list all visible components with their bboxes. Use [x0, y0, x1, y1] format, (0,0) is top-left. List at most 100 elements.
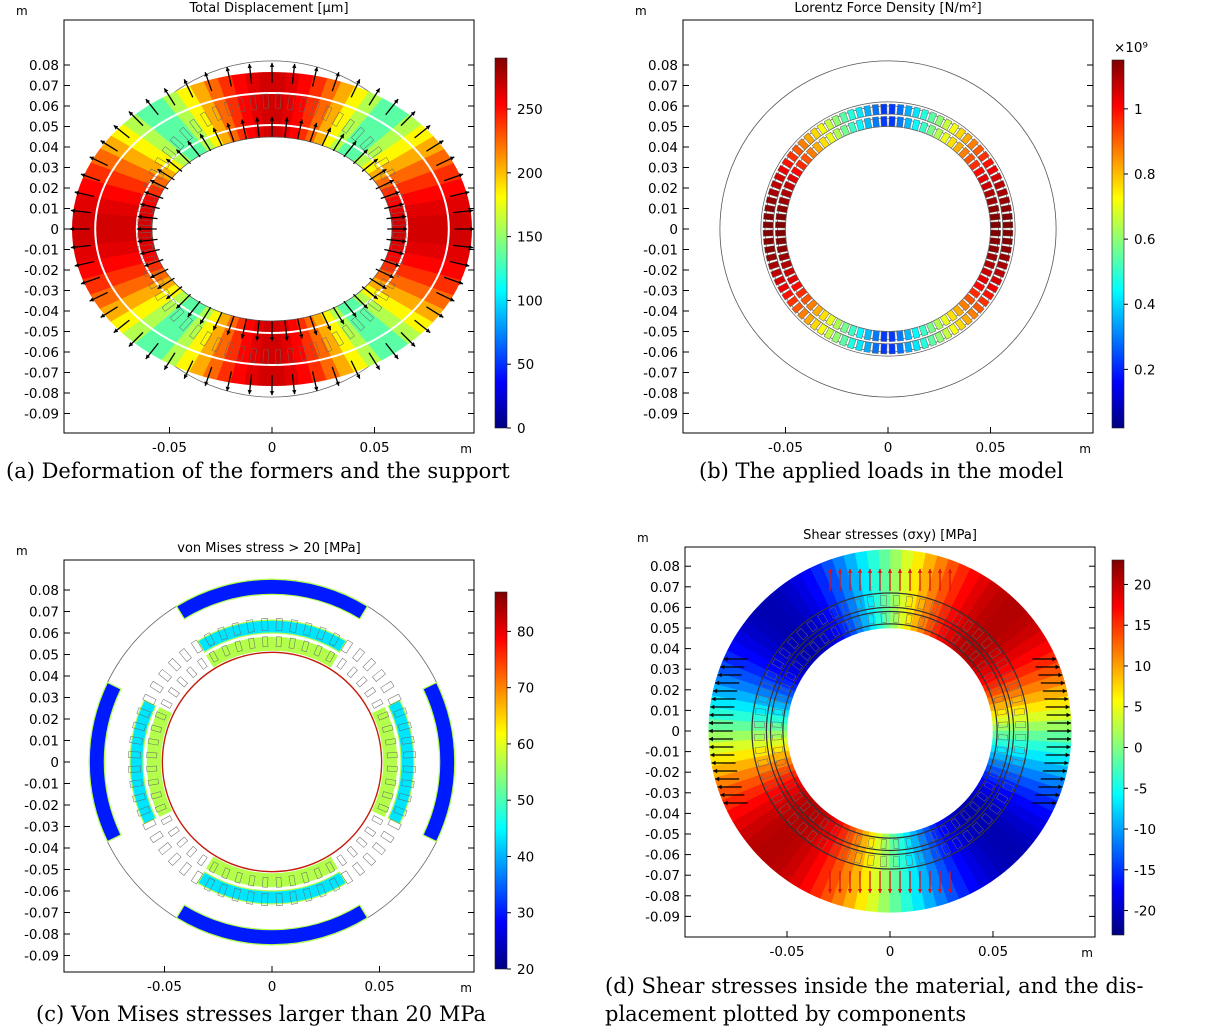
displacement-arrow-right-head	[1066, 744, 1071, 750]
von-mises-band	[205, 636, 339, 668]
coil-slot-inner	[940, 824, 950, 836]
displacement-arrow-down-head	[937, 889, 943, 894]
coil-conductor-outer	[764, 245, 776, 254]
coil-conductor-outer	[990, 172, 1003, 183]
coil-conductor-outer	[863, 341, 872, 353]
coil-conductor-inner	[939, 131, 951, 145]
a-ytick-label: 0.04	[29, 140, 59, 156]
coil-slot	[203, 632, 216, 647]
coil-slot	[372, 842, 386, 856]
coil-slot	[853, 598, 863, 610]
displacement-arrow-head	[269, 337, 275, 342]
coil-conductor-outer	[972, 301, 985, 314]
coil-slot	[167, 657, 182, 672]
coil-slot	[341, 324, 355, 340]
c-ytick-label: 0.01	[29, 734, 59, 750]
c-ytick-label: -0.02	[24, 798, 59, 814]
displacement-arrow-head	[373, 158, 378, 164]
coil-conductor-inner	[847, 324, 858, 337]
displacement-arrow-head	[137, 214, 142, 220]
coil-slot-inner	[809, 641, 820, 652]
coil-slot-inner	[993, 695, 1005, 704]
coil-slot	[754, 707, 767, 716]
coil-slot	[249, 94, 258, 110]
coil-slot	[787, 637, 800, 650]
c-ytick-label: 0.03	[29, 691, 59, 707]
coil-conductor-inner	[811, 304, 824, 317]
coil-slot-inner	[150, 791, 163, 800]
displacement-arrow-down-head	[947, 889, 953, 894]
d-ytick-label: -0.09	[645, 909, 680, 925]
coil-slot-inner	[186, 846, 198, 858]
displacement-arrow-left-head	[715, 776, 720, 782]
displacement-arrow-head	[269, 62, 275, 67]
b-xtick-label: -0.05	[768, 440, 803, 456]
coil-conductor-inner	[783, 266, 796, 278]
displacement-arrow-head	[226, 122, 231, 128]
coil-conductor-inner	[832, 317, 844, 331]
b-ylabel: m	[635, 4, 647, 18]
coil-slot	[940, 843, 952, 856]
displacement-arrow-head	[284, 336, 289, 341]
coil-slot-inner	[371, 698, 384, 709]
coil-conductor-inner	[968, 287, 981, 299]
coil-conductor-inner	[911, 327, 921, 339]
coil-slot-inner	[842, 830, 851, 842]
coil-slot-inner	[288, 875, 296, 887]
coil-slot	[828, 843, 840, 856]
coil-slot	[401, 736, 415, 745]
c-ylabel: m	[16, 544, 28, 558]
coil-slot-inner	[150, 724, 163, 733]
coil-conductor-inner	[989, 237, 1001, 245]
coil-conductor-outer	[816, 122, 828, 135]
displacement-arrow-up-head	[887, 568, 893, 573]
coil-conductor-inner	[987, 204, 1000, 214]
von-mises-band	[387, 699, 415, 825]
coil-conductor-inner	[980, 266, 993, 278]
coil-conductor-outer	[763, 237, 775, 246]
coil-conductor-outer	[839, 334, 849, 347]
coil-slot	[754, 746, 767, 755]
c-ytick-label: 0	[50, 755, 59, 771]
displacement-arrow-head	[468, 208, 474, 214]
coil-slot	[359, 136, 375, 150]
c-ytick-label: -0.05	[24, 863, 59, 879]
coil-slot	[217, 626, 228, 641]
coil-slot-inner	[371, 815, 384, 826]
coil-slot	[817, 612, 829, 625]
coil-conductor-inner	[825, 131, 837, 145]
coil-conductor-outer	[847, 337, 857, 350]
coil-slot	[374, 157, 390, 170]
displacement-arrow-head	[373, 294, 378, 300]
coil-conductor-outer	[934, 114, 945, 127]
d-ytick-label: 0	[671, 724, 680, 740]
coil-conductor-outer	[770, 268, 783, 278]
coil-slot	[1002, 669, 1015, 681]
a-colorbar-label: 100	[517, 293, 543, 309]
coil-conductor-outer	[770, 180, 783, 190]
displacement-arrow-head	[176, 304, 181, 309]
coil-slot-inner	[364, 826, 377, 837]
displacement-arrow-head	[240, 119, 245, 124]
coil-slot-inner	[785, 671, 797, 681]
displacement-arrow-head	[425, 328, 431, 333]
a-ytick-label: 0	[50, 222, 59, 238]
a-xtick-label: 0.05	[359, 440, 389, 456]
coil-conductor-inner	[990, 221, 1001, 229]
coil-slot	[917, 852, 927, 864]
coil-conductor-inner	[778, 196, 790, 206]
coil-conductor-inner	[925, 124, 937, 137]
coil-slot	[236, 97, 246, 113]
coil-conductor-outer	[954, 127, 967, 140]
d-ytick-label: 0.02	[650, 683, 680, 699]
coil-slot	[310, 341, 321, 358]
displacement-arrow-head	[410, 111, 416, 116]
displacement-arrow-head	[187, 312, 192, 317]
coil-slot	[190, 639, 204, 654]
coil-conductor-inner	[839, 321, 851, 334]
coil-slot-inner	[893, 839, 900, 850]
coil-slot	[1013, 746, 1026, 755]
d-ylabel: m	[637, 531, 649, 545]
displacement-arrow-head	[375, 88, 380, 93]
coil-slot	[387, 693, 402, 706]
